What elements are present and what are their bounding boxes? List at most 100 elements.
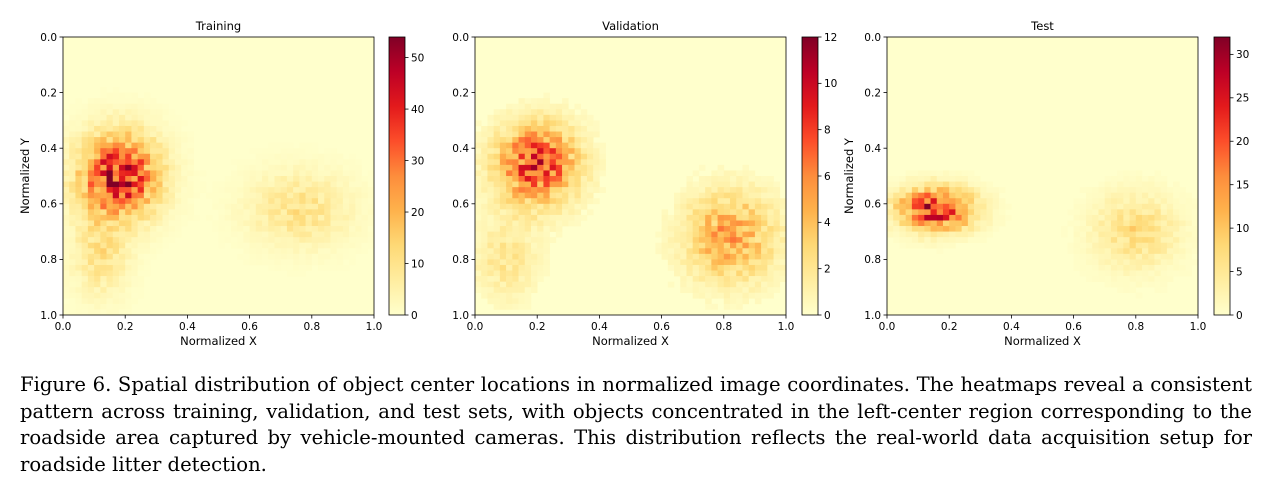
heatmap-cell [1166,203,1174,210]
heatmap-cell [131,187,138,193]
heatmap-cell [118,214,126,221]
heatmap-cell [1092,198,1099,205]
heatmap-cell [336,192,344,199]
heatmap-cell [112,237,120,244]
heatmap-cell [487,209,494,216]
heatmap-cell [1135,276,1143,282]
heatmap-cell [918,226,925,232]
heatmap-cell [106,114,114,121]
heatmap-cell [487,181,494,188]
heatmap-cell [1142,259,1149,266]
heatmap-cell [481,276,488,282]
heatmap-cell [1117,237,1124,244]
heatmap-cell [249,181,257,188]
heatmap-cell [100,242,107,249]
heatmap-cell [118,231,126,238]
heatmap-cell [94,298,101,305]
heatmap-cell [305,226,313,232]
heatmap-cell [249,159,257,166]
heatmap-cell [1129,248,1137,255]
heatmap-cell [255,192,263,199]
heatmap-cell [106,198,114,205]
heatmap-cell [75,98,82,105]
heatmap-cell [81,148,89,155]
heatmap-cell [524,137,532,143]
heatmap-cell [524,259,532,266]
heatmap-cell [555,137,563,143]
heatmap-cell [986,198,994,205]
heatmap-cell [568,192,575,199]
heatmap-cell [336,203,344,210]
heatmap-cell [243,187,250,193]
heatmap-cell [106,237,114,244]
heatmap-cell [174,226,182,232]
heatmap-cell [667,281,675,288]
heatmap-cell [961,226,969,232]
heatmap-cell [524,164,532,171]
heatmap-cell [1117,270,1124,277]
heatmap-cell [143,214,151,221]
heatmap-cell [711,248,718,255]
heatmap-cell [69,264,76,271]
heatmap-cell [518,170,526,177]
heatmap-cell [69,220,76,227]
heatmap-cell [1154,242,1161,249]
heatmap-cell [661,253,669,260]
heatmap-cell [936,214,944,221]
heatmap-cell [349,164,356,171]
heatmap-cell [530,287,538,294]
heatmap-cell [680,203,687,210]
heatmap-cell [493,276,501,282]
heatmap-cell [487,226,494,232]
heatmap-cell [487,192,494,199]
heatmap-cell [1061,231,1068,238]
heatmap-cell [75,281,82,288]
heatmap-cell [481,187,488,193]
heatmap-cell [168,120,176,127]
heatmap-cell [187,137,194,143]
heatmap-cell [1148,248,1155,255]
heatmap-cell [1098,192,1105,199]
heatmap-cell [530,176,538,182]
heatmap-cell [1173,270,1180,277]
heatmap-cell [537,170,544,177]
heatmap-cell [742,231,749,238]
heatmap-cell [723,176,731,182]
heatmap-cell [924,176,931,182]
heatmap-cell [162,114,170,121]
heatmap-cell [125,231,132,238]
y-tick-label: 0.2 [452,87,469,99]
heatmap-cell [100,170,107,177]
heatmap-cell [493,120,501,127]
heatmap-cell [580,192,588,199]
heatmap-cell [125,303,132,310]
heatmap-cell [94,264,101,271]
colorbar-tick-label: 40 [411,104,424,116]
heatmap-cell [137,164,145,171]
heatmap-cell [779,259,787,266]
heatmap-cell [224,237,232,244]
heatmap-cell [75,259,82,266]
heatmap-cell [112,253,120,260]
heatmap-cell [168,148,176,155]
heatmap-cell [512,209,519,216]
heatmap-cell [924,203,931,210]
heatmap-cell [754,181,762,188]
heatmap-cell [174,137,182,143]
heatmap-cell [711,276,718,282]
heatmap-cell [1117,253,1124,260]
heatmap-cell [499,209,507,216]
heatmap-cell [493,176,501,182]
heatmap-cell [905,214,913,221]
heatmap-cell [237,181,244,188]
heatmap-cell [349,253,356,260]
heatmap-cell [705,237,712,244]
heatmap-cell [286,187,294,193]
heatmap-cell [280,181,288,188]
heatmap-cell [1098,181,1105,188]
heatmap-cell [81,226,89,232]
heatmap-cell [224,220,232,227]
heatmap-cell [1179,248,1186,255]
heatmap-cell [593,120,600,127]
heatmap-cell [518,270,526,277]
